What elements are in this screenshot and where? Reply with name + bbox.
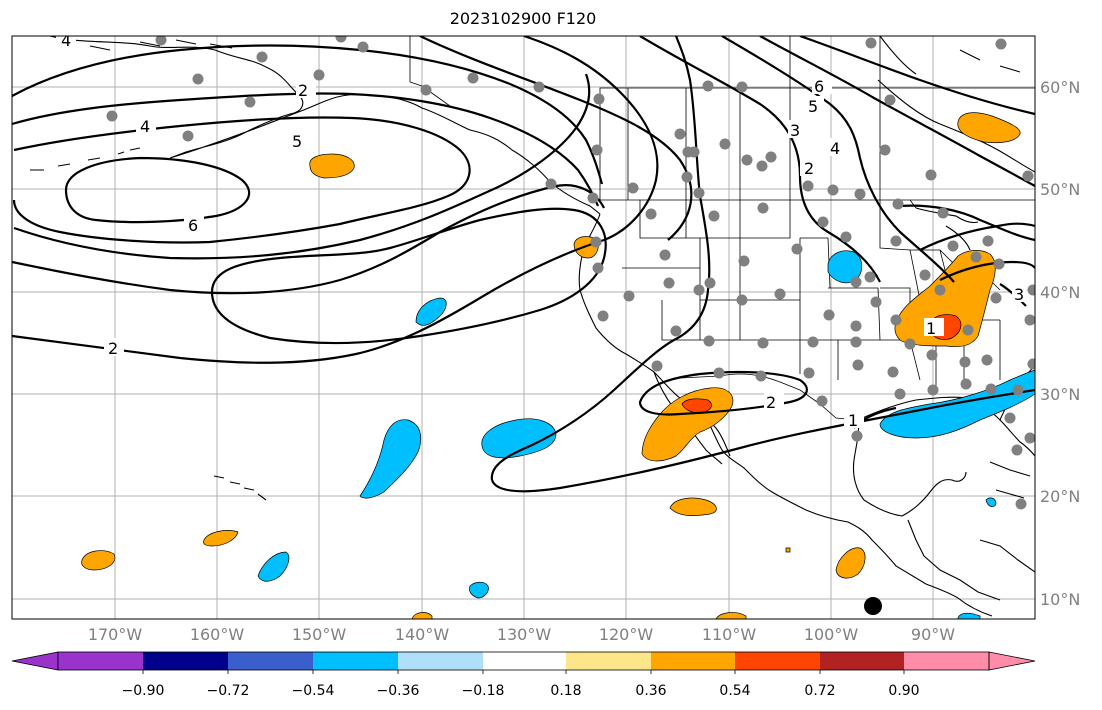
- contour-label: 1: [848, 411, 858, 430]
- colorbar-tick-label: −0.90: [122, 683, 165, 699]
- contour-label: 1: [926, 319, 936, 338]
- lat-label: 50°N: [1040, 180, 1080, 199]
- latitude-labels: 60°N 50°N 40°N 30°N 20°N 10°N: [1040, 78, 1080, 609]
- location-marker: [864, 597, 882, 615]
- contour-label: 2: [298, 81, 308, 100]
- colorbar-tick-label: 0.90: [888, 683, 919, 699]
- lon-label: 100°W: [804, 625, 859, 644]
- longitude-labels: 170°W 160°W 150°W 140°W 130°W 120°W 110°…: [88, 625, 955, 644]
- lon-label: 160°W: [190, 625, 245, 644]
- colorbar-segment: [313, 652, 398, 670]
- colorbar-segment: [398, 652, 483, 670]
- contour-label: 2: [766, 393, 776, 412]
- contour-label: 6: [188, 216, 198, 235]
- colorbar-segment: [651, 652, 735, 670]
- contour-label: 6: [814, 77, 824, 96]
- contours: [12, 36, 1035, 493]
- contour-label: 3: [790, 121, 800, 140]
- colorbar-segment: [483, 652, 566, 670]
- colorbar-segment: [143, 652, 228, 670]
- lat-label: 20°N: [1040, 487, 1080, 506]
- colorbar-tick-label: 0.18: [550, 683, 581, 699]
- colorbar-tick-label: 0.54: [719, 683, 750, 699]
- contour-label: 3: [1014, 285, 1024, 304]
- lon-label: 90°W: [911, 625, 955, 644]
- contour-label: 5: [808, 97, 818, 116]
- contour-label: 2: [804, 159, 814, 178]
- lat-label: 30°N: [1040, 385, 1080, 404]
- colorbar-tick-label: −0.36: [377, 683, 420, 699]
- map-frame: [11, 35, 1036, 620]
- colorbar-segment: [904, 652, 989, 670]
- contour-label-group: 4 4 5 6 2 6 5 3 2 1 2 1 3 4: [56, 31, 1032, 430]
- colorbar-segment: [566, 652, 651, 670]
- colorbar-segment: [58, 652, 143, 670]
- lon-label: 140°W: [395, 625, 450, 644]
- lon-label: 150°W: [292, 625, 347, 644]
- lat-label: 40°N: [1040, 283, 1080, 302]
- colorbar-tick-label: −0.54: [292, 683, 335, 699]
- colorbar-tick-label: 0.72: [804, 683, 835, 699]
- lat-label: 60°N: [1040, 78, 1080, 97]
- colorbar-tick-label: −0.18: [462, 683, 505, 699]
- contour-label: 4: [830, 139, 840, 158]
- contour-label: 5: [292, 132, 302, 151]
- colorbar-tick-label: 0.36: [635, 683, 666, 699]
- gridlines: [12, 36, 1035, 619]
- colorbar: −0.90 −0.72 −0.54 −0.36 −0.18 0.18 0.36 …: [11, 651, 1036, 699]
- contour-label: 4: [140, 117, 150, 136]
- lon-label: 110°W: [702, 625, 757, 644]
- lon-label: 170°W: [88, 625, 143, 644]
- station-dots: [106, 36, 1035, 510]
- contour-label: 2: [108, 339, 118, 358]
- colorbar-segment: [735, 652, 820, 670]
- lon-label: 130°W: [497, 625, 552, 644]
- map-title: 2023102900 F120: [449, 9, 597, 28]
- colorbar-extend-high: [988, 651, 1036, 671]
- lat-label: 10°N: [1040, 590, 1080, 609]
- colorbar-segment: [820, 652, 904, 670]
- contour-label: 4: [61, 31, 71, 50]
- colorbar-tick-label: −0.72: [207, 683, 250, 699]
- colorbar-segment: [228, 652, 313, 670]
- colorbar-extend-low: [11, 651, 59, 671]
- lon-label: 120°W: [599, 625, 654, 644]
